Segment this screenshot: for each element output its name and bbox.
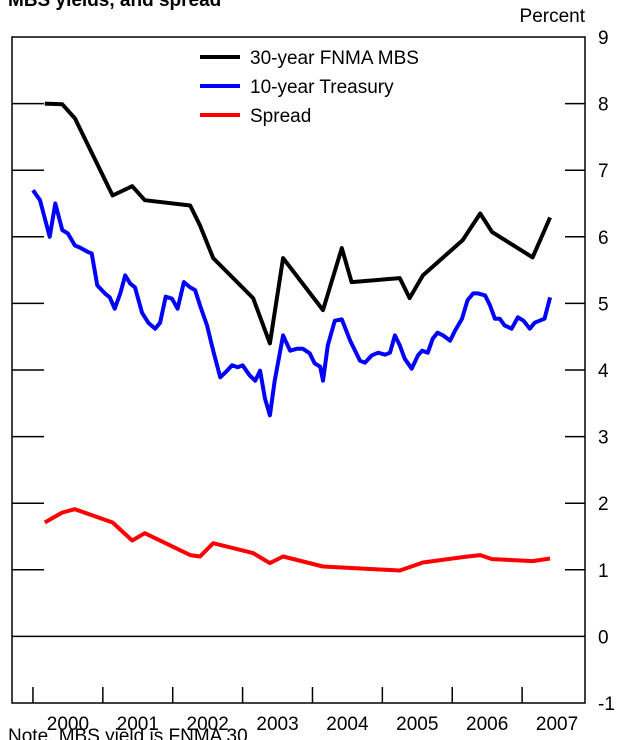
y-tick-label: 6 [598, 228, 609, 249]
legend-label: Spread [250, 106, 311, 127]
x-tick-label: 2001 [117, 714, 159, 735]
chart-title: MBS yields, and spread [8, 0, 221, 11]
y-tick-label: 1 [598, 561, 609, 582]
y-tick-label: 8 [598, 95, 609, 116]
x-tick-label: 2000 [47, 714, 89, 735]
series-line [31, 189, 553, 418]
note: Note. MBS yield is FNMA 30 [8, 726, 248, 740]
plot-frame [11, 36, 586, 704]
series-line [43, 507, 551, 573]
x-tick-label: 2006 [466, 714, 508, 735]
y-axis-label: Percent [520, 6, 586, 27]
x-tick-label: 2002 [187, 714, 229, 735]
y-tick-label: 0 [598, 627, 609, 648]
y-tick-label: 7 [598, 161, 609, 182]
legend-label: 30-year FNMA MBS [250, 48, 419, 69]
series-line [44, 101, 552, 346]
y-tick-label: 2 [598, 494, 609, 515]
y-tick-label: -1 [598, 694, 615, 715]
y-tick-label: 9 [598, 28, 609, 49]
y-tick-label: 3 [598, 428, 609, 449]
x-tick-label: 2005 [396, 714, 438, 735]
y-tick-label: 5 [598, 294, 609, 315]
y-tick-label: 4 [598, 361, 609, 382]
legend-label: 10-year Treasury [250, 77, 394, 98]
x-tick-label: 2003 [256, 714, 298, 735]
x-tick-label: 2007 [536, 714, 578, 735]
x-tick-label: 2004 [326, 714, 369, 735]
